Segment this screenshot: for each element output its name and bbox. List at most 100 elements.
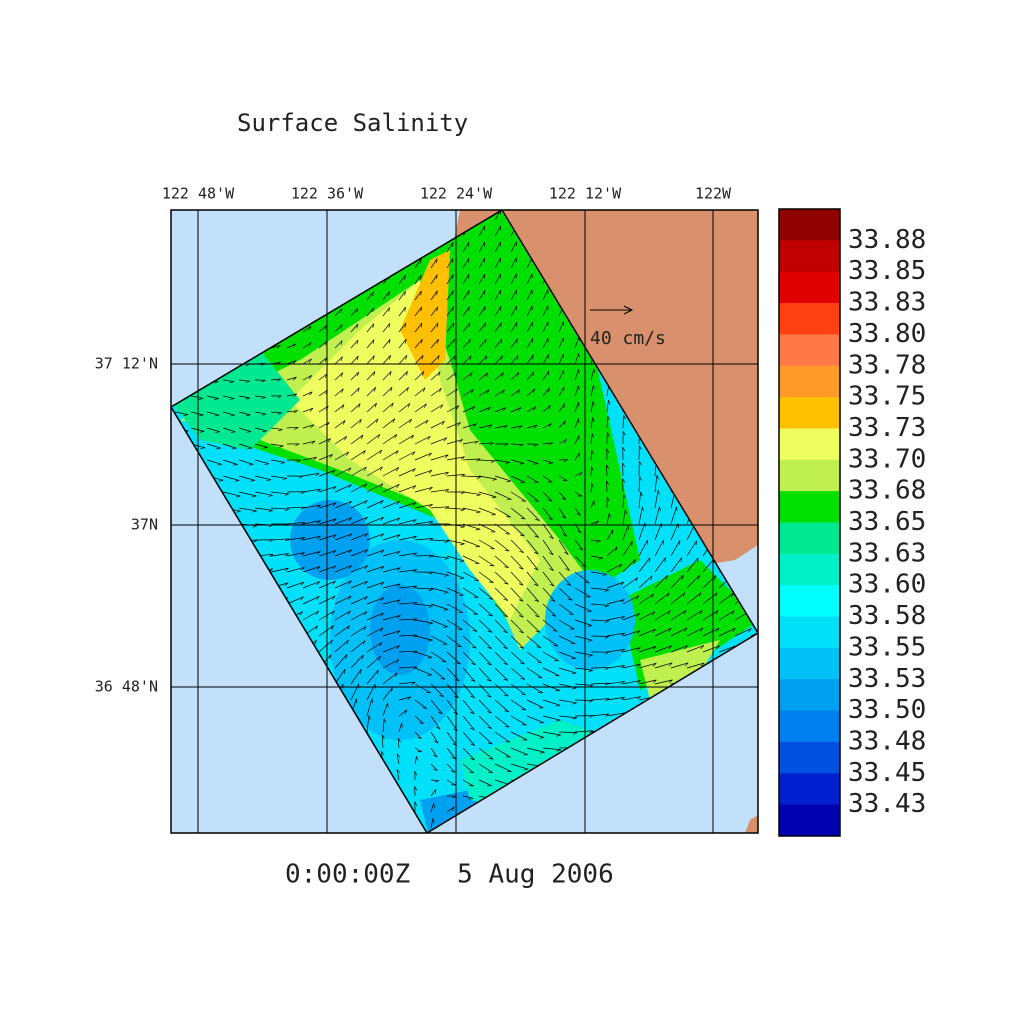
current-arrow xyxy=(430,274,438,285)
current-arrow xyxy=(558,731,578,735)
current-arrow xyxy=(414,258,422,269)
current-arrow xyxy=(510,491,526,502)
current-arrow xyxy=(318,625,334,637)
current-arrow xyxy=(670,627,688,637)
current-arrow xyxy=(318,486,337,493)
current-arrow xyxy=(350,466,367,477)
current-arrow xyxy=(606,546,618,557)
current-arrow xyxy=(574,651,593,657)
current-arrow xyxy=(398,402,411,413)
current-arrow xyxy=(398,338,407,349)
colorbar-swatch xyxy=(779,334,840,367)
current-arrow xyxy=(414,756,419,765)
current-arrow xyxy=(654,592,670,605)
current-arrow xyxy=(510,273,517,285)
current-arrow xyxy=(478,571,494,584)
current-arrow xyxy=(430,651,447,663)
current-arrow xyxy=(430,818,435,829)
current-arrow xyxy=(366,433,381,445)
current-arrow xyxy=(238,507,257,513)
current-arrow xyxy=(382,702,389,717)
current-arrow xyxy=(446,795,457,799)
current-arrow xyxy=(510,459,525,465)
current-arrow xyxy=(686,645,705,653)
current-arrow xyxy=(670,592,686,605)
current-arrow xyxy=(622,525,630,541)
current-arrow xyxy=(462,491,481,497)
current-arrow xyxy=(382,291,390,301)
current-arrow xyxy=(350,450,366,461)
current-arrow xyxy=(446,290,454,301)
current-arrow xyxy=(670,662,689,669)
current-arrow xyxy=(686,592,702,605)
current-arrow xyxy=(430,322,439,333)
current-arrow xyxy=(254,395,266,400)
current-arrow xyxy=(510,475,525,483)
current-arrow xyxy=(462,539,480,548)
colorbar-swatch xyxy=(779,585,840,618)
current-arrow xyxy=(270,491,290,496)
current-arrow xyxy=(526,555,539,571)
current-arrow xyxy=(590,483,594,493)
colorbar-swatch xyxy=(779,209,840,241)
current-arrow xyxy=(494,635,508,650)
current-arrow xyxy=(526,443,539,447)
current-arrow xyxy=(478,406,491,413)
colorbar-label: 33.48 xyxy=(848,726,926,756)
current-arrow xyxy=(366,355,375,365)
current-arrow xyxy=(398,585,418,589)
current-arrow xyxy=(542,619,558,632)
current-arrow xyxy=(606,529,614,541)
current-arrow xyxy=(398,569,418,573)
current-arrow xyxy=(462,555,480,565)
current-arrow xyxy=(542,523,554,540)
current-arrow xyxy=(286,360,297,365)
current-arrow xyxy=(366,339,375,349)
current-arrow xyxy=(430,355,440,365)
current-arrow xyxy=(382,467,400,477)
current-arrow xyxy=(702,627,720,637)
current-arrow xyxy=(414,786,418,797)
current-arrow xyxy=(526,321,533,333)
colorbar-label: 33.88 xyxy=(848,225,926,255)
current-arrow xyxy=(398,322,407,333)
current-arrow xyxy=(654,557,666,573)
current-arrow xyxy=(414,801,418,813)
current-arrow xyxy=(446,338,455,349)
current-arrow xyxy=(478,241,486,253)
current-arrow xyxy=(478,619,493,633)
current-arrow xyxy=(590,587,610,592)
current-arrow xyxy=(222,491,241,498)
current-arrow xyxy=(574,491,583,497)
current-arrow xyxy=(366,323,375,333)
current-arrow xyxy=(478,555,495,567)
current-arrow xyxy=(430,683,444,698)
current-arrow xyxy=(558,337,565,349)
current-arrow xyxy=(414,731,422,739)
current-arrow xyxy=(366,291,374,301)
current-arrow xyxy=(222,427,236,433)
current-arrow xyxy=(270,507,290,512)
current-arrow xyxy=(414,603,434,608)
current-arrow xyxy=(366,533,385,541)
current-arrow xyxy=(366,669,379,685)
current-arrow xyxy=(414,587,434,592)
current-arrow xyxy=(270,427,283,432)
current-arrow xyxy=(414,403,427,413)
current-arrow xyxy=(350,611,368,621)
current-arrow xyxy=(462,715,475,731)
current-arrow xyxy=(414,486,433,493)
current-arrow xyxy=(254,491,273,497)
current-arrow xyxy=(302,504,321,509)
current-arrow xyxy=(590,417,595,429)
current-arrow xyxy=(286,475,304,479)
current-arrow xyxy=(478,683,492,698)
current-arrow xyxy=(462,747,475,761)
current-arrow xyxy=(574,539,584,551)
current-arrow xyxy=(398,386,409,397)
current-arrow xyxy=(334,580,352,589)
current-arrow xyxy=(558,539,569,555)
current-arrow xyxy=(542,603,557,617)
current-arrow xyxy=(494,507,511,518)
current-arrow xyxy=(286,552,305,557)
